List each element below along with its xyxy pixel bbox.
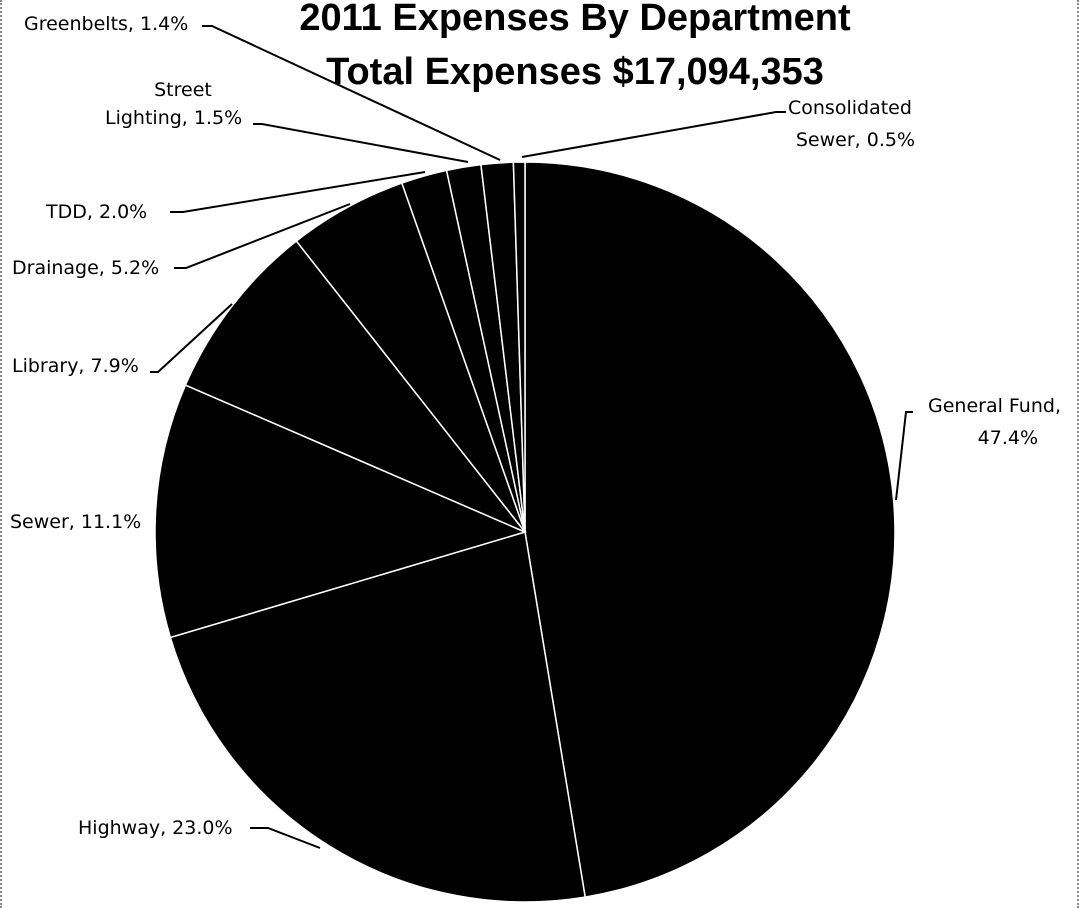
chart-subtitle: Total Expenses $17,094,353 <box>326 51 824 93</box>
label-street-lighting-1: Street <box>154 79 212 101</box>
slice-sewer <box>154 384 528 639</box>
leader-library <box>150 303 233 373</box>
slice-library <box>184 240 526 533</box>
slice-consolidated-sewer <box>512 161 526 533</box>
label-street-lighting-2: Lighting, 1.5% <box>105 107 242 129</box>
label-greenbelts: Greenbelts, 1.4% <box>24 13 188 35</box>
leader-drainage <box>174 203 351 269</box>
leader-highway <box>250 827 321 849</box>
label-consolidated-sewer-1: Consolidated <box>788 97 912 119</box>
leader-street-lighting <box>253 123 469 163</box>
slice-highway <box>169 531 587 903</box>
label-sewer: Sewer, 11.1% <box>10 511 141 533</box>
label-general-fund-1: General Fund, <box>928 395 1061 417</box>
pie-slices <box>154 161 896 903</box>
leader-consolidated-sewer <box>521 111 786 158</box>
label-tdd: TDD, 2.0% <box>45 201 147 223</box>
label-library: Library, 7.9% <box>12 355 139 377</box>
label-drainage: Drainage, 5.2% <box>12 257 159 279</box>
leader-tdd <box>170 171 426 213</box>
leader-lines <box>150 25 913 849</box>
label-highway: Highway, 23.0% <box>78 817 233 839</box>
label-consolidated-sewer-2: Sewer, 0.5% <box>796 129 915 151</box>
slice-general-fund <box>524 161 896 898</box>
slice-labels: General Fund, 47.4% Highway, 23.0% Sewer… <box>10 13 1061 839</box>
chart-title: 2011 Expenses By Department <box>299 0 851 39</box>
leader-greenbelts <box>202 25 501 161</box>
leader-general-fund <box>895 411 913 501</box>
label-general-fund-2: 47.4% <box>978 427 1038 449</box>
